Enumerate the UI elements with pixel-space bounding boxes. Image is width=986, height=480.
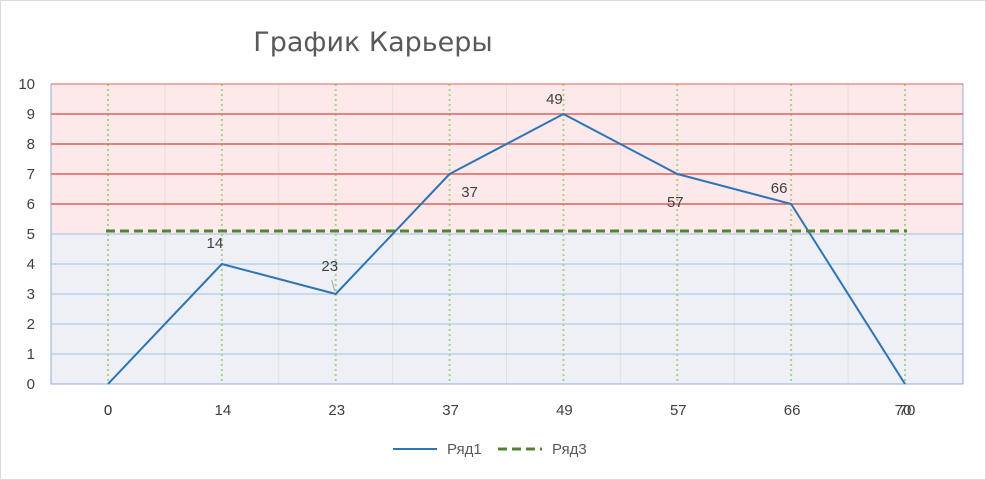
y-tick-label: 7	[27, 166, 35, 183]
y-tick-label: 3	[27, 286, 35, 303]
x-tick-label: 14	[215, 402, 232, 419]
x-tick-label: 66	[784, 402, 801, 419]
x-tick-label: 37	[442, 402, 459, 419]
data-label: 57	[667, 194, 684, 211]
y-tick-label: 9	[27, 106, 35, 123]
x-tick-label: 23	[328, 402, 345, 419]
data-label: 14	[207, 235, 224, 252]
x-tick-label: 70	[899, 402, 916, 419]
data-label: 37	[461, 184, 478, 201]
x-tick-label: 0	[104, 402, 112, 419]
x-tick-label: 0	[104, 402, 112, 419]
y-tick-label: 2	[27, 316, 35, 333]
data-label: 66	[771, 180, 788, 197]
y-tick-label: 5	[27, 226, 35, 243]
legend-label-2: Ряд3	[552, 441, 587, 458]
chart-title: График Карьеры	[253, 27, 493, 58]
y-tick-label: 8	[27, 136, 35, 153]
y-tick-label: 1	[27, 346, 35, 363]
y-tick-label: 6	[27, 196, 35, 213]
data-label: 23	[321, 258, 338, 275]
legend: Ряд1 Ряд3	[393, 441, 587, 458]
y-tick-label: 4	[27, 256, 35, 273]
data-label-leader	[331, 279, 336, 292]
x-tick-label: 70	[895, 402, 912, 419]
y-tick-label: 0	[27, 376, 35, 393]
y-tick-label: 10	[18, 76, 35, 93]
data-label: 49	[546, 91, 563, 108]
series-line-1	[107, 113, 906, 385]
x-tick-label: 57	[670, 402, 687, 419]
x-tick-label: 49	[556, 402, 573, 419]
legend-label-1: Ряд1	[447, 441, 482, 458]
